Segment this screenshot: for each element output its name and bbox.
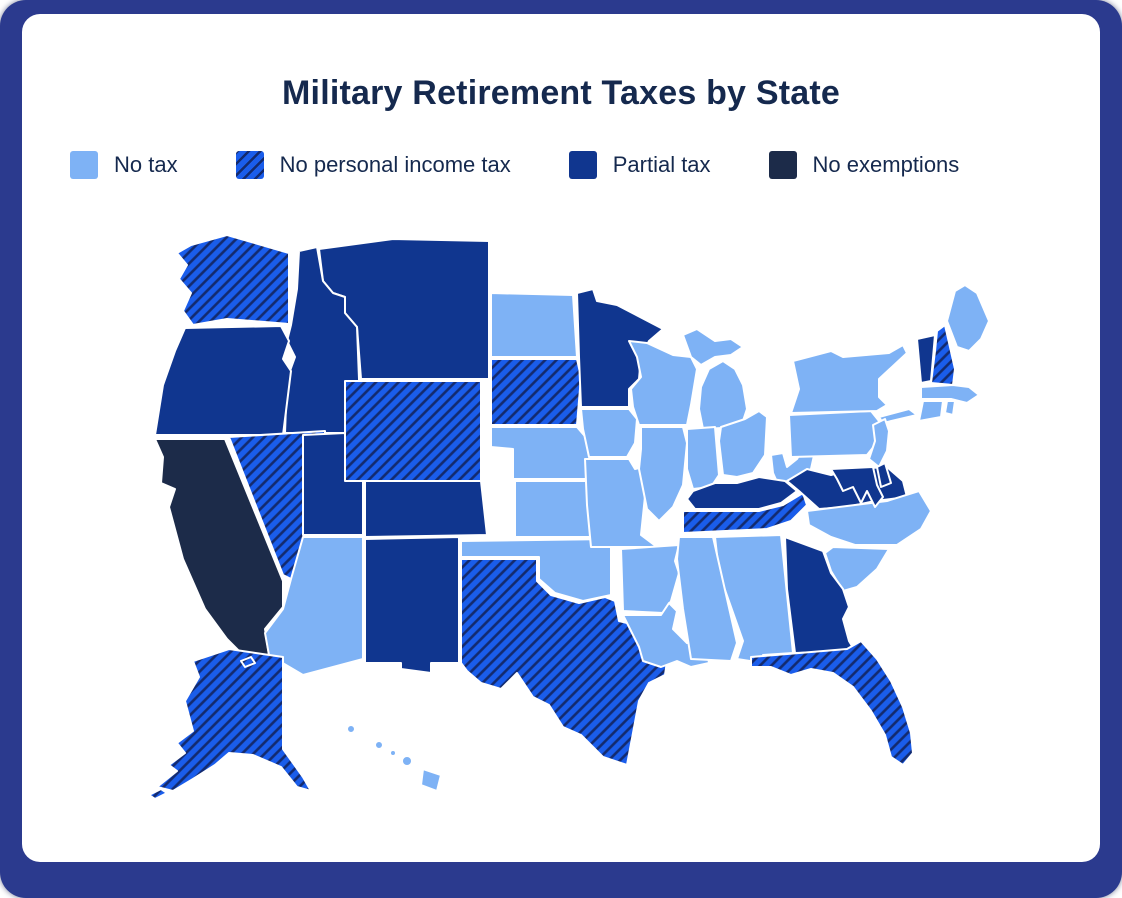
state-california <box>154 438 284 664</box>
state-south-dakota <box>490 358 582 426</box>
state-maryland <box>830 466 884 508</box>
state-oregon <box>154 325 292 436</box>
legend-label: No personal income tax <box>279 152 511 177</box>
state-michigan <box>698 360 748 430</box>
state-new-jersey <box>868 418 890 468</box>
state-iowa <box>580 408 638 458</box>
state-arizona <box>264 536 364 676</box>
state-mississippi <box>676 536 738 662</box>
legend-label: No exemptions <box>812 152 960 177</box>
us-choropleth-map <box>131 229 991 809</box>
us-map-svg <box>148 234 990 800</box>
state-hawaii-island <box>389 749 397 757</box>
state-missouri <box>584 458 658 548</box>
state-washington <box>176 234 290 326</box>
partial-tax-swatch-icon <box>568 151 597 179</box>
state-south-carolina <box>824 546 890 592</box>
no-tax-swatch-icon <box>70 151 98 179</box>
state-maine <box>946 284 990 352</box>
state-wyoming <box>344 380 482 482</box>
state-utah <box>302 432 364 536</box>
state-wisconsin <box>628 340 698 426</box>
state-oklahoma <box>460 538 612 602</box>
state-north-carolina <box>806 490 932 546</box>
page-title: Military Retirement Taxes by State <box>282 74 840 112</box>
infographic-card: Military Retirement Taxes by State No ta… <box>22 14 1100 862</box>
state-hawaii-island <box>401 755 413 767</box>
legend-item-no-tax: No tax <box>70 151 178 179</box>
state-texas <box>460 558 668 766</box>
no-exemptions-swatch-icon <box>768 151 797 179</box>
legend-label: Partial tax <box>612 152 711 177</box>
state-indiana <box>686 426 720 490</box>
state-hawaii-big-island <box>420 768 442 792</box>
state-tennessee <box>682 492 808 534</box>
no-personal-income-tax-swatch-icon <box>235 151 264 179</box>
legend-label: No tax <box>114 152 178 177</box>
state-connecticut <box>918 400 944 422</box>
legend-item-partial-tax: Partial tax <box>568 151 711 179</box>
state-delaware <box>876 462 892 488</box>
state-alaska-aleutians <box>148 788 168 800</box>
state-colorado <box>364 480 488 538</box>
state-rhode-island <box>944 400 956 416</box>
state-alaska-island <box>240 656 256 668</box>
state-florida <box>750 640 914 766</box>
state-pennsylvania <box>788 410 880 458</box>
state-michigan <box>682 328 744 366</box>
state-hawaii-island <box>374 740 384 750</box>
state-georgia <box>784 536 856 654</box>
state-new-york <box>790 344 908 414</box>
state-massachusetts <box>920 384 980 404</box>
state-kentucky <box>686 476 798 510</box>
state-north-dakota <box>490 292 578 358</box>
state-arkansas <box>620 544 680 614</box>
legend-item-no-personal-income-tax: No personal income tax <box>235 151 511 179</box>
state-illinois <box>638 426 688 522</box>
state-new-mexico <box>364 536 460 674</box>
legend: No tax No personal income tax Partial ta… <box>22 151 1100 179</box>
state-hawaii-island <box>346 724 356 734</box>
state-alaska <box>156 648 312 792</box>
legend-item-no-exemptions: No exemptions <box>768 151 960 179</box>
state-ohio <box>718 410 768 478</box>
